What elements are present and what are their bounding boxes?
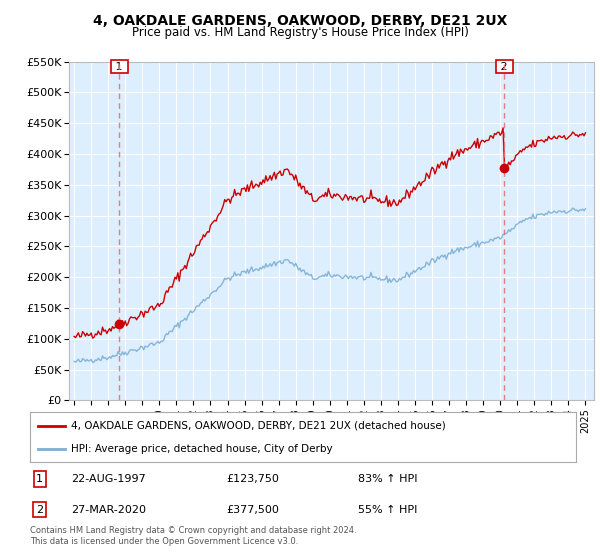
Text: 1: 1 <box>112 62 126 72</box>
Text: Contains HM Land Registry data © Crown copyright and database right 2024.
This d: Contains HM Land Registry data © Crown c… <box>30 526 356 546</box>
Text: HPI: Average price, detached house, City of Derby: HPI: Average price, detached house, City… <box>71 445 332 454</box>
Text: 22-AUG-1997: 22-AUG-1997 <box>71 474 146 484</box>
Text: Price paid vs. HM Land Registry's House Price Index (HPI): Price paid vs. HM Land Registry's House … <box>131 26 469 39</box>
Text: £377,500: £377,500 <box>227 505 280 515</box>
Text: 4, OAKDALE GARDENS, OAKWOOD, DERBY, DE21 2UX (detached house): 4, OAKDALE GARDENS, OAKWOOD, DERBY, DE21… <box>71 421 446 431</box>
Text: 2: 2 <box>36 505 43 515</box>
Text: 55% ↑ HPI: 55% ↑ HPI <box>358 505 417 515</box>
Text: 83% ↑ HPI: 83% ↑ HPI <box>358 474 417 484</box>
Text: 4, OAKDALE GARDENS, OAKWOOD, DERBY, DE21 2UX: 4, OAKDALE GARDENS, OAKWOOD, DERBY, DE21… <box>93 14 507 28</box>
Text: 1: 1 <box>37 474 43 484</box>
Text: £123,750: £123,750 <box>227 474 280 484</box>
Text: 27-MAR-2020: 27-MAR-2020 <box>71 505 146 515</box>
Text: 2: 2 <box>497 62 511 72</box>
